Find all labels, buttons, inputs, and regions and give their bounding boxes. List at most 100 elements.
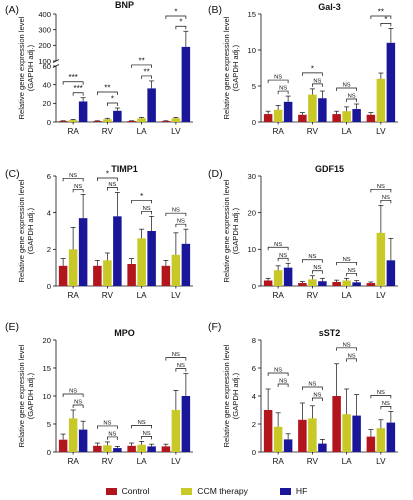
y-axis-label-timp1: (GAPDH adj.): [26, 207, 35, 254]
bar-gdf15-rv-hf: [318, 281, 327, 286]
significance-bracket-bnp: [72, 92, 84, 96]
significance-bracket-mpo: [62, 393, 84, 397]
significance-bracket-gal3: [380, 23, 392, 27]
bar-mpo-la-ccm-therapy: [137, 444, 146, 452]
significance-label-timp1: NS: [74, 184, 82, 190]
bar-gdf15-rv-ccm-therapy: [308, 279, 317, 286]
bar-mpo-lv-hf: [181, 396, 191, 452]
bar-timp1-rv-hf: [113, 216, 122, 286]
y-tick-label-sst2: 2: [252, 420, 256, 429]
significance-label-sst2: NS: [279, 379, 287, 385]
y-axis-label-sst2: (GAPDH adj.): [231, 372, 240, 419]
y-tick-label-gal3: 5: [252, 82, 256, 91]
x-tick-label-timp1-lv: LV: [171, 291, 181, 300]
y-tick-label-bnp: 20: [43, 99, 51, 108]
significance-label-bnp: **: [139, 56, 145, 65]
significance-bracket-gal3: [267, 79, 289, 84]
bar-gal3-ra-control: [263, 114, 273, 122]
significance-label-timp1: *: [140, 192, 143, 201]
significance-label-timp1: NS: [143, 206, 151, 212]
significance-bracket-mpo: [131, 425, 152, 429]
bar-sst2-lv-control: [366, 436, 376, 452]
significance-bracket-gdf15: [370, 188, 392, 193]
bar-timp1-la-ccm-therapy: [137, 238, 146, 286]
x-tick-label-mpo-rv: RV: [102, 457, 114, 466]
significance-bracket-gdf15: [267, 246, 289, 251]
bar-bnp-la-ccm-therapy: [137, 118, 146, 122]
bar-mpo-lv-ccm-therapy: [171, 410, 181, 452]
bar-timp1-lv-hf: [181, 243, 191, 286]
x-tick-label-bnp-la: LA: [137, 127, 148, 136]
chart-title-gal3: Gal-3: [318, 2, 341, 12]
significance-bracket-bnp: [175, 25, 187, 30]
significance-label-timp1: NS: [172, 208, 180, 214]
x-tick-label-bnp-ra: RA: [67, 127, 79, 136]
legend: Control CCM therapy HF: [0, 484, 413, 498]
significance-bracket-timp1: [62, 177, 84, 182]
y-tick-label-gdf15: 20: [248, 208, 256, 217]
x-tick-label-sst2-rv: RV: [307, 457, 319, 466]
significance-label-gal3: NS: [343, 83, 351, 89]
significance-bracket-sst2: [267, 372, 289, 376]
y-tick-label-bnp: 300: [38, 25, 51, 34]
y-tick-label-sst2: 8: [252, 336, 256, 345]
significance-label-gal3: *: [384, 15, 387, 24]
bar-bnp-la-control: [127, 121, 136, 122]
significance-bracket-sst2: [380, 406, 392, 410]
significance-label-sst2: NS: [313, 393, 321, 399]
y-axis-label-mpo: Relative gene expression level: [17, 344, 26, 447]
bar-gal3-lv-control: [366, 114, 376, 122]
bar-mpo-la-hf: [147, 446, 156, 452]
x-tick-label-mpo-la: LA: [137, 457, 148, 466]
bar-gdf15-la-hf: [352, 282, 361, 286]
y-tick-label-mpo: 10: [43, 392, 51, 401]
bar-bnp-ra-ccm-therapy: [68, 120, 78, 122]
bar-sst2-ra-ccm-therapy: [273, 426, 283, 452]
significance-label-gal3: NS: [279, 86, 287, 92]
significance-bracket-gal3: [370, 15, 392, 19]
significance-label-gdf15: NS: [274, 242, 282, 248]
y-tick-label-gdf15: 10: [248, 245, 256, 254]
significance-label-sst2: NS: [348, 353, 356, 359]
y-axis-label-mpo: (GAPDH adj.): [26, 372, 35, 419]
bar-bnp-lv-ccm-therapy: [171, 118, 181, 122]
bar-mpo-lv-control: [161, 446, 171, 452]
bar-gdf15-ra-ccm-therapy: [273, 270, 283, 286]
significance-label-mpo: NS: [103, 420, 111, 426]
bar-gal3-rv-ccm-therapy: [308, 94, 317, 122]
significance-label-gal3: NS: [348, 94, 356, 100]
bar-mpo-rv-hf: [113, 448, 122, 452]
y-axis-label-timp1: Relative gene expression level: [17, 179, 26, 282]
y-tick-label-timp1: 2: [47, 245, 51, 254]
y-tick-label-bnp: 100: [38, 57, 51, 66]
x-tick-label-timp1-rv: RV: [102, 291, 114, 300]
bar-timp1-ra-hf: [78, 218, 88, 286]
bar-bnp-ra-hf: [78, 101, 88, 122]
significance-label-sst2: NS: [308, 382, 316, 388]
y-tick-label-sst2: 0: [252, 448, 256, 457]
bar-gal3-ra-ccm-therapy: [273, 109, 283, 122]
significance-bracket-gdf15: [380, 199, 392, 204]
significance-label-gal3: **: [378, 8, 384, 17]
x-tick-label-gdf15-ra: RA: [272, 291, 284, 300]
significance-bracket-gdf15: [346, 272, 357, 277]
bar-bnp-lv-hf: [181, 46, 191, 122]
significance-bracket-sst2: [346, 358, 357, 362]
significance-bracket-gal3: [302, 72, 323, 76]
bar-gal3-rv-hf: [318, 98, 327, 122]
x-tick-label-sst2-la: LA: [342, 457, 353, 466]
x-tick-label-bnp-lv: LV: [171, 127, 181, 136]
y-tick-label-timp1: 0: [47, 282, 51, 291]
bar-gdf15-lv-control: [366, 283, 376, 286]
x-tick-label-sst2-lv: LV: [376, 457, 386, 466]
x-tick-label-bnp-rv: RV: [102, 127, 114, 136]
panel-label-gdf15: (D): [208, 168, 223, 180]
significance-label-bnp: *: [179, 18, 182, 27]
bar-sst2-lv-hf: [386, 422, 396, 452]
significance-bracket-mpo: [97, 425, 118, 429]
x-tick-label-gdf15-la: LA: [342, 291, 353, 300]
significance-bracket-timp1: [141, 210, 152, 215]
x-tick-label-gal3-la: LA: [342, 127, 353, 136]
